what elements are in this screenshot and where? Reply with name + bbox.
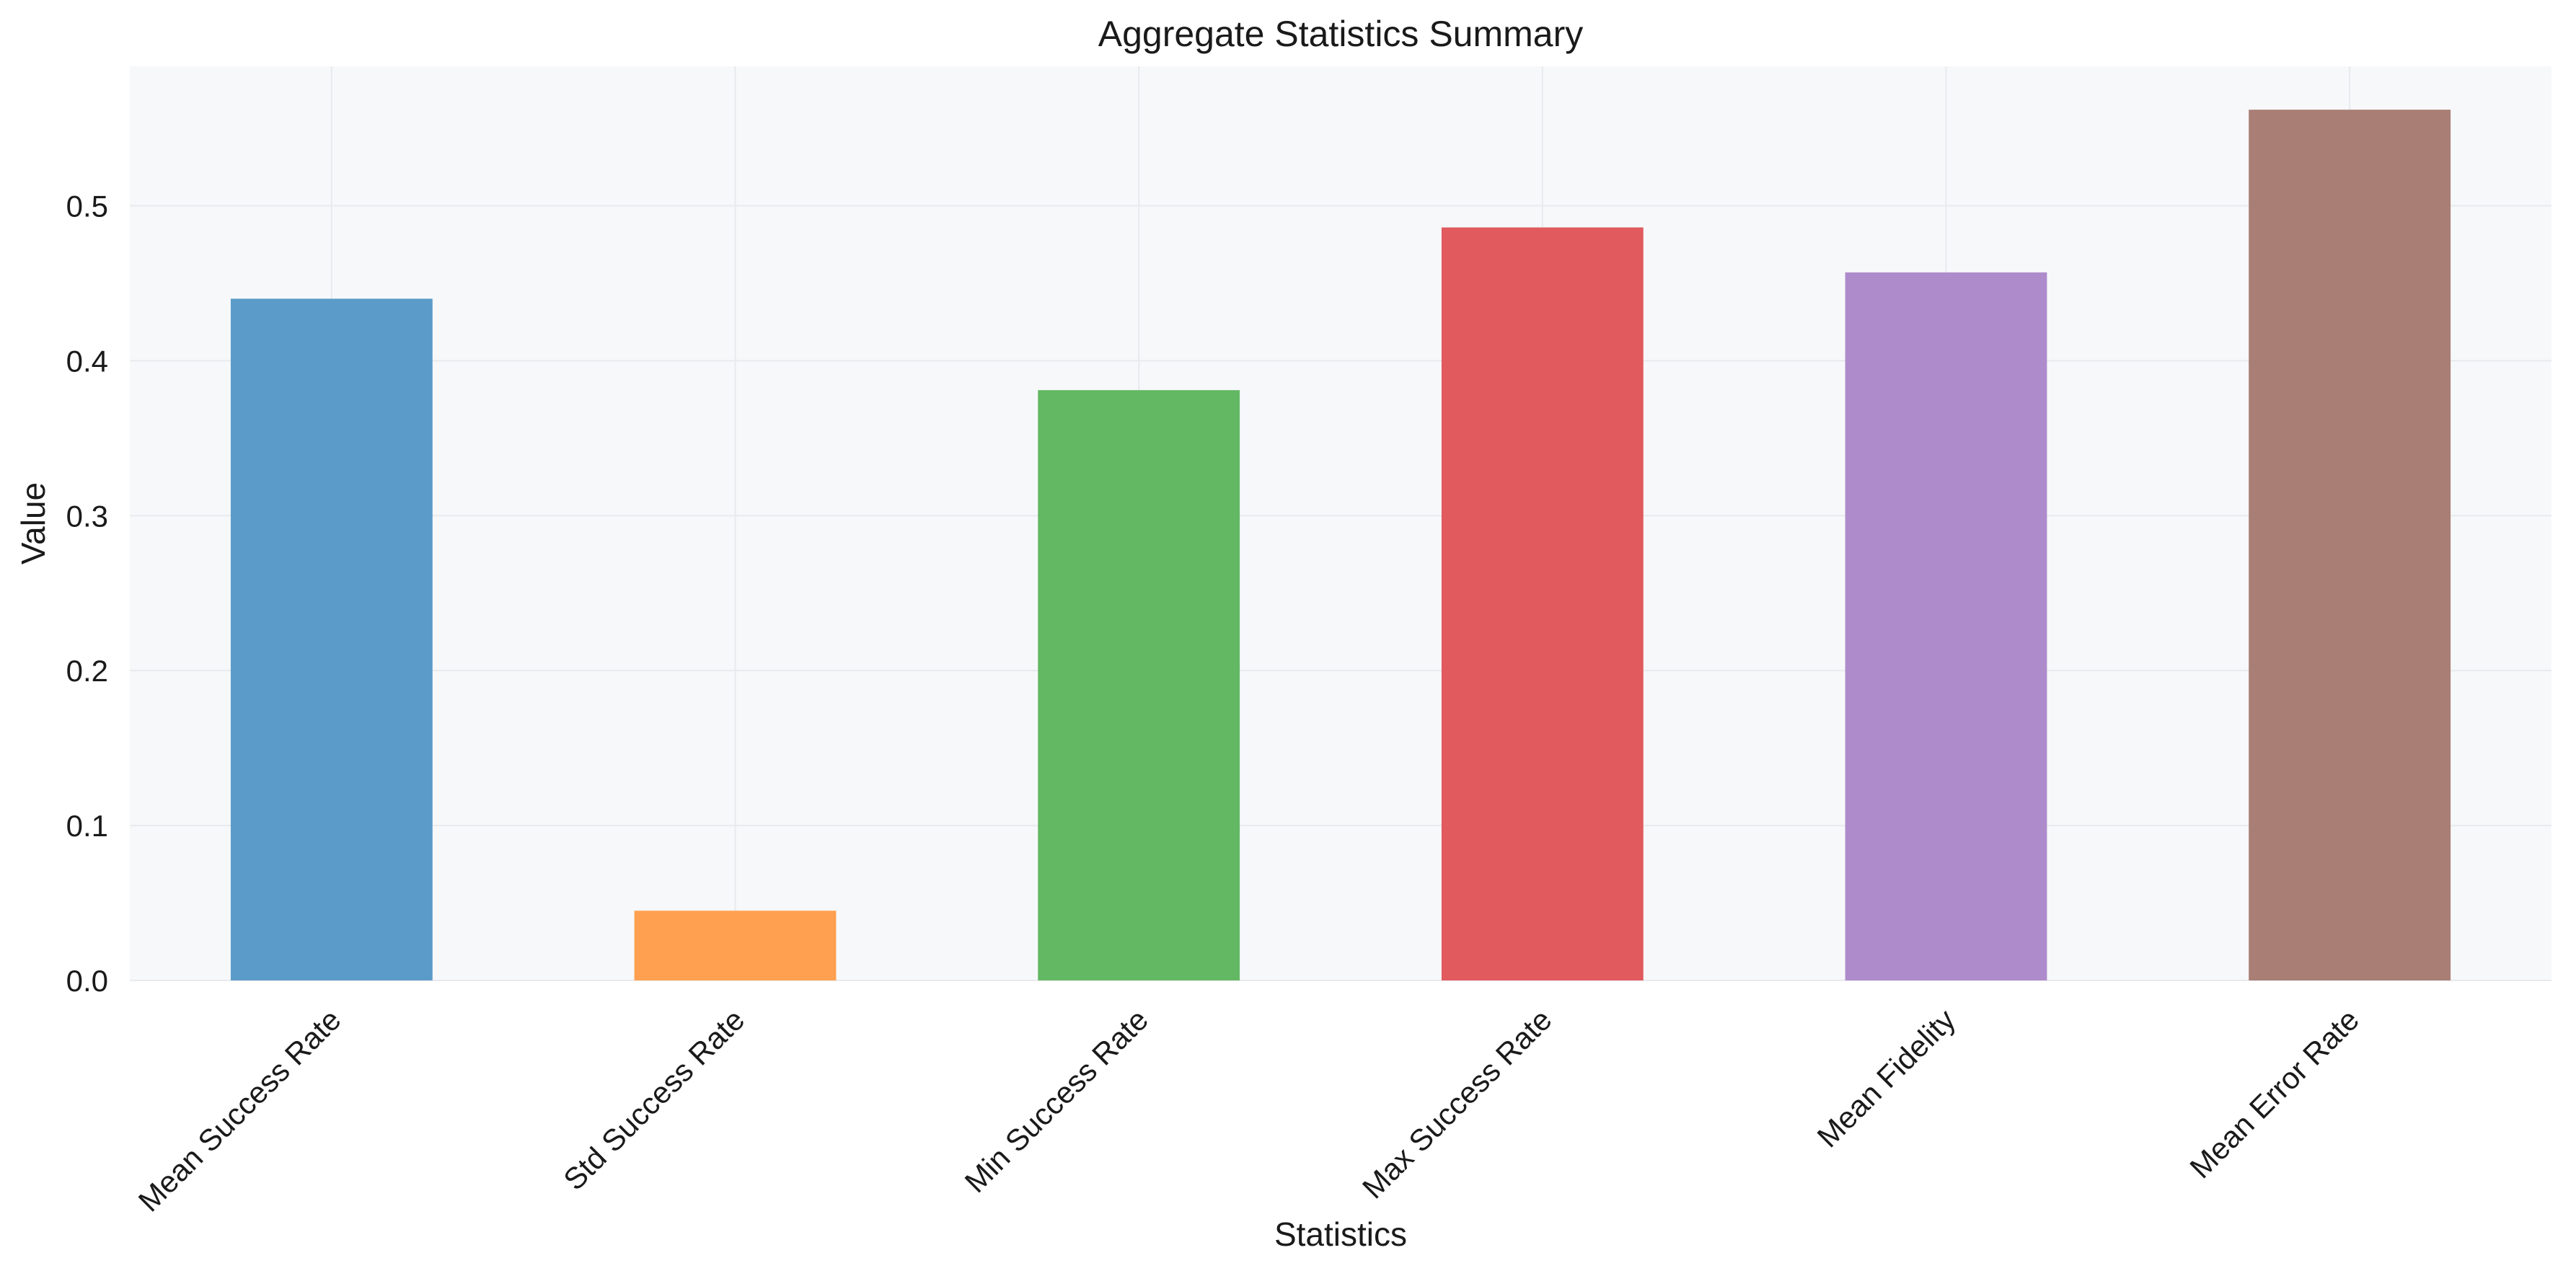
bar	[1038, 390, 1240, 980]
bars	[230, 110, 2451, 981]
bar	[1441, 227, 1644, 981]
y-tick-label: 0.5	[66, 189, 108, 223]
y-tick-label: 0.0	[66, 964, 108, 998]
bar	[634, 911, 837, 980]
y-axis-ticks: 0.0 0.1 0.2 0.3 0.4 0.5	[66, 189, 108, 998]
x-axis-title: Statistics	[1274, 1215, 1407, 1253]
y-tick-label: 0.4	[66, 344, 108, 378]
y-axis-title: Value	[14, 482, 52, 564]
bar	[1845, 272, 2047, 980]
bar	[230, 298, 433, 980]
y-tick-label: 0.2	[66, 654, 108, 688]
bar	[2249, 110, 2451, 980]
plot-area	[130, 66, 2551, 980]
y-tick-label: 0.1	[66, 809, 108, 843]
chart-title: Aggregate Statistics Summary	[1098, 14, 1584, 54]
y-tick-label: 0.3	[66, 499, 108, 533]
